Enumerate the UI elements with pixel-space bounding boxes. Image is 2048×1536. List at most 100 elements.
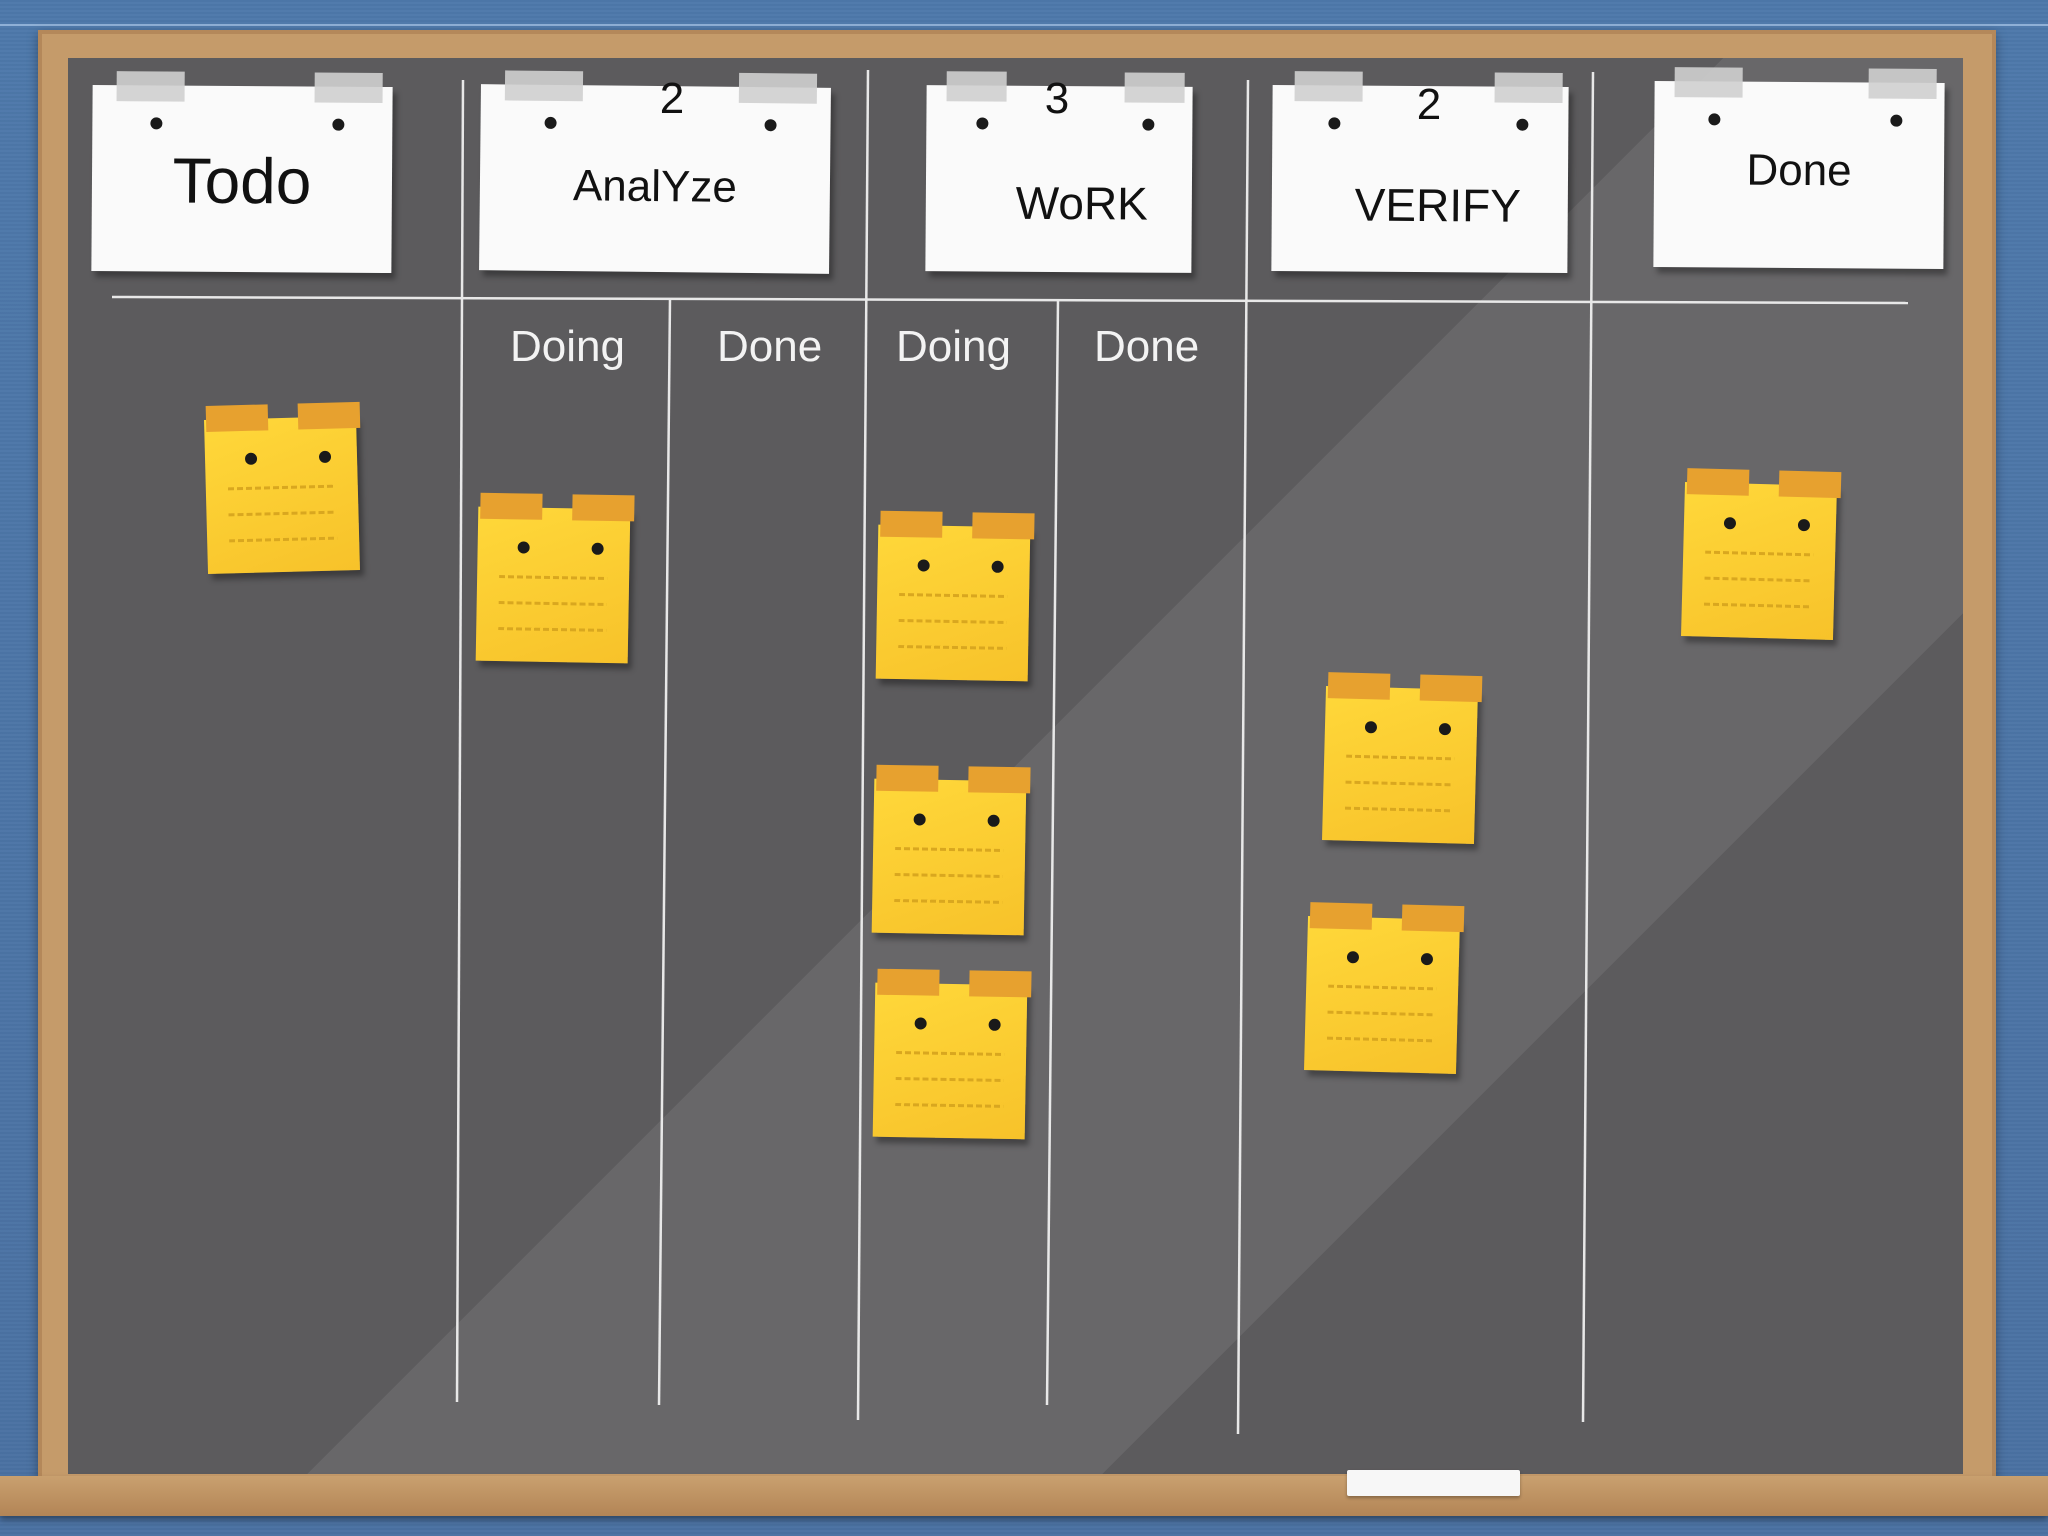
scribble-line <box>896 1051 1005 1056</box>
chalk-ledge <box>0 1476 2048 1516</box>
tape-icon <box>572 494 635 522</box>
tape-icon <box>738 72 818 104</box>
pin-hole-icon <box>764 119 777 132</box>
pin-hole-icon <box>988 1018 1001 1031</box>
tape-icon <box>972 512 1035 540</box>
column-title: Todo <box>172 144 312 218</box>
sticky-note-analyze-doing[interactable] <box>475 492 635 664</box>
column-header-done: Done <box>1653 67 1945 270</box>
scribble-line <box>1704 576 1813 583</box>
scribble-line <box>894 899 1003 904</box>
pin-hole-icon <box>1142 118 1155 131</box>
tape-icon <box>1494 72 1563 103</box>
scribble-line <box>1327 1010 1436 1017</box>
chalk-eraser <box>1347 1470 1520 1496</box>
sticky-note-verify[interactable] <box>1304 902 1465 1074</box>
scribble-line <box>1705 550 1814 557</box>
pin-hole-icon <box>517 541 530 554</box>
scribble-line <box>895 1077 1004 1082</box>
column-header-todo: Todo <box>91 71 393 274</box>
pin-hole-icon <box>1797 519 1811 532</box>
tape-icon <box>968 766 1031 794</box>
scribble-line <box>229 536 338 543</box>
tape-icon <box>1674 67 1743 98</box>
scribble-line <box>899 593 1008 598</box>
pin-hole-icon <box>1364 721 1378 734</box>
scribble-line <box>895 1103 1004 1108</box>
wip-limit-work: 3 <box>1044 74 1070 123</box>
pin-hole-icon <box>917 559 930 572</box>
pin-hole-icon <box>591 542 604 555</box>
pin-hole-icon <box>1420 953 1434 966</box>
subcolumn-label-work-done: Done <box>1094 322 1200 371</box>
column-title: AnalYze <box>572 161 738 212</box>
scribble-line <box>1345 780 1454 787</box>
tape-icon <box>1401 904 1465 933</box>
wip-limit-verify: 2 <box>1416 80 1442 129</box>
pin-hole-icon <box>1516 118 1529 131</box>
pin-hole-icon <box>987 814 1000 827</box>
tape-icon <box>1294 71 1363 102</box>
scribble-line <box>1328 984 1437 991</box>
pin-hole-icon <box>1328 117 1341 130</box>
pin-hole-icon <box>914 1017 927 1030</box>
tape-icon <box>297 401 361 430</box>
tape-icon <box>1124 72 1185 103</box>
tape-icon <box>880 510 943 538</box>
pin-hole-icon <box>1890 114 1903 127</box>
tape-icon <box>1868 68 1937 99</box>
scribble-line <box>1326 1036 1435 1043</box>
subcolumn-label-analyze-doing: Doing <box>510 322 625 371</box>
scribble-line <box>498 627 607 632</box>
column-title: VERIFY <box>1354 178 1522 232</box>
scribble-line <box>895 847 1004 852</box>
top-edge-line <box>0 24 2048 26</box>
scribble-line <box>1703 602 1812 609</box>
scribble-line <box>228 510 337 517</box>
sticky-note-todo[interactable] <box>204 401 361 574</box>
column-title: Done <box>1746 145 1852 196</box>
sticky-note-work-doing[interactable] <box>871 764 1031 936</box>
pin-hole-icon <box>150 117 163 130</box>
tape-icon <box>876 764 939 792</box>
scribble-line <box>1346 754 1455 761</box>
column-title: WoRK <box>1015 176 1149 230</box>
tape-icon <box>504 70 584 102</box>
tape-icon <box>877 968 940 996</box>
pin-hole-icon <box>913 813 926 826</box>
tape-icon <box>205 404 269 432</box>
tape-icon <box>969 970 1032 998</box>
subcolumn-label-work-doing: Doing <box>896 322 1011 371</box>
kanban-board <box>68 58 1963 1474</box>
tape-icon <box>1778 470 1842 499</box>
wip-limit-analyze: 2 <box>659 74 685 123</box>
scribble-line <box>499 575 608 580</box>
scribble-line <box>898 645 1007 650</box>
pin-hole-icon <box>1708 113 1721 126</box>
pin-hole-icon <box>991 560 1004 573</box>
scribble-line <box>894 873 1003 878</box>
pin-hole-icon <box>544 116 557 129</box>
tape-icon <box>314 72 383 103</box>
tape-icon <box>116 71 185 102</box>
sticky-note-work-doing[interactable] <box>872 968 1032 1140</box>
tape-icon <box>1419 674 1483 703</box>
tape-icon <box>1327 672 1391 700</box>
pin-hole-icon <box>244 452 258 465</box>
board-sheen <box>68 58 1963 1474</box>
subcolumn-label-analyze-done: Done <box>717 322 823 371</box>
sticky-note-work-doing[interactable] <box>875 510 1035 682</box>
scribble-line <box>1344 806 1453 813</box>
tape-icon <box>1309 902 1373 930</box>
pin-hole-icon <box>318 450 332 464</box>
sticky-note-verify[interactable] <box>1322 672 1483 844</box>
scribble-line <box>498 601 607 606</box>
tape-icon <box>1686 468 1750 496</box>
pin-hole-icon <box>332 118 345 131</box>
pin-hole-icon <box>1346 951 1360 964</box>
pin-hole-icon <box>1438 723 1452 736</box>
scribble-line <box>898 619 1007 624</box>
scribble-line <box>227 484 336 491</box>
sticky-note-done[interactable] <box>1681 468 1842 640</box>
pin-hole-icon <box>976 117 989 130</box>
